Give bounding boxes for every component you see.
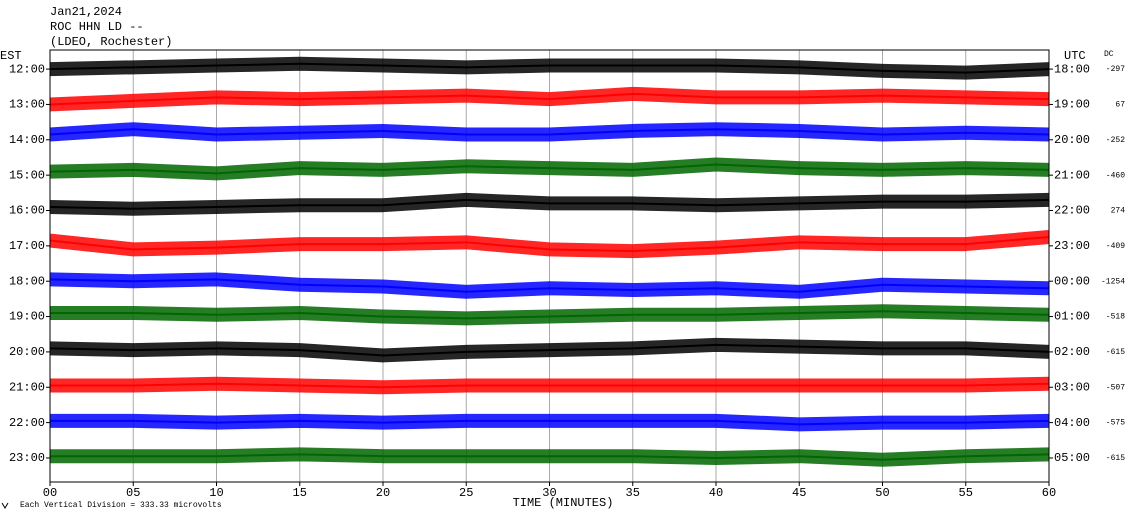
x-tick-label: 25 bbox=[459, 486, 473, 500]
footnote: Each Vertical Division = 333.33 microvol… bbox=[20, 501, 222, 510]
dc-value: -615 bbox=[1106, 348, 1125, 357]
x-tick-label: 45 bbox=[792, 486, 806, 500]
y2-tick-label: 19:00 bbox=[1054, 98, 1090, 112]
y-tick-label: 19:00 bbox=[9, 310, 45, 324]
y-tick-label: 20:00 bbox=[9, 345, 45, 359]
y-axis-label: EST bbox=[0, 49, 22, 63]
x-tick-label: 55 bbox=[959, 486, 973, 500]
y2-tick-label: 00:00 bbox=[1054, 274, 1090, 288]
dc-value: -409 bbox=[1106, 242, 1125, 251]
dc-value: 67 bbox=[1115, 101, 1125, 110]
dc-value: -1254 bbox=[1101, 277, 1125, 286]
y-tick-label: 13:00 bbox=[9, 98, 45, 112]
y2-tick-label: 20:00 bbox=[1054, 133, 1090, 147]
y2-axis-label: UTC bbox=[1064, 49, 1086, 63]
dc-value: -575 bbox=[1106, 419, 1125, 428]
x-tick-label: 05 bbox=[126, 486, 140, 500]
title-line: (LDEO, Rochester) bbox=[50, 35, 172, 49]
trace-core bbox=[50, 419, 1050, 426]
trace-core bbox=[49, 236, 1050, 253]
dc-value: -507 bbox=[1106, 383, 1125, 392]
trace-core bbox=[50, 382, 1050, 389]
x-axis-label: TIME (MINUTES) bbox=[513, 496, 614, 510]
y-tick-label: 15:00 bbox=[9, 168, 45, 182]
y-tick-label: 18:00 bbox=[9, 274, 45, 288]
trace-core bbox=[49, 198, 1050, 210]
y-tick-label: 17:00 bbox=[9, 239, 45, 253]
x-tick-label: 15 bbox=[293, 486, 307, 500]
dc-value: 274 bbox=[1111, 207, 1126, 216]
x-tick-label: 30 bbox=[542, 486, 556, 500]
dc-value: -460 bbox=[1106, 171, 1125, 180]
title-line: ROC HHN LD -- bbox=[50, 20, 144, 34]
x-tick-label: 00 bbox=[43, 486, 57, 500]
x-tick-label: 50 bbox=[875, 486, 889, 500]
y2-tick-label: 05:00 bbox=[1054, 451, 1090, 465]
y2-tick-label: 02:00 bbox=[1054, 345, 1090, 359]
y-tick-label: 14:00 bbox=[9, 133, 45, 147]
trace-core bbox=[50, 310, 1050, 320]
trace-core bbox=[49, 278, 1050, 293]
trace-core bbox=[49, 128, 1050, 136]
trace-core bbox=[49, 92, 1050, 106]
dc-value: -297 bbox=[1106, 65, 1125, 74]
y2-tick-label: 04:00 bbox=[1054, 416, 1090, 430]
x-tick-label: 20 bbox=[376, 486, 390, 500]
y2-tick-label: 23:00 bbox=[1054, 239, 1090, 253]
trace-core bbox=[49, 62, 1050, 74]
y2-tick-label: 03:00 bbox=[1054, 380, 1090, 394]
dc-label: DC bbox=[1104, 50, 1114, 59]
y2-tick-label: 01:00 bbox=[1054, 310, 1090, 324]
x-tick-label: 35 bbox=[626, 486, 640, 500]
dc-value: -615 bbox=[1106, 454, 1125, 463]
x-tick-label: 10 bbox=[209, 486, 223, 500]
trace-core bbox=[50, 453, 1050, 461]
plot-frame bbox=[49, 49, 1050, 483]
x-tick-label: 60 bbox=[1042, 486, 1056, 500]
y-tick-label: 12:00 bbox=[9, 62, 45, 76]
x-tick-label: 40 bbox=[709, 486, 723, 500]
dc-value: -252 bbox=[1106, 136, 1125, 145]
dc-value: -518 bbox=[1106, 313, 1125, 322]
footnote-icon bbox=[1, 502, 9, 509]
y-tick-label: 23:00 bbox=[9, 451, 45, 465]
title-line: Jan21,2024 bbox=[50, 5, 122, 19]
y2-tick-label: 22:00 bbox=[1054, 204, 1090, 218]
y2-tick-label: 18:00 bbox=[1054, 62, 1090, 76]
y2-tick-label: 21:00 bbox=[1054, 168, 1090, 182]
y-tick-label: 22:00 bbox=[9, 416, 45, 430]
trace-core bbox=[49, 163, 1050, 175]
trace-core bbox=[49, 343, 1050, 357]
y-tick-label: 16:00 bbox=[9, 204, 45, 218]
y-tick-label: 21:00 bbox=[9, 380, 45, 394]
